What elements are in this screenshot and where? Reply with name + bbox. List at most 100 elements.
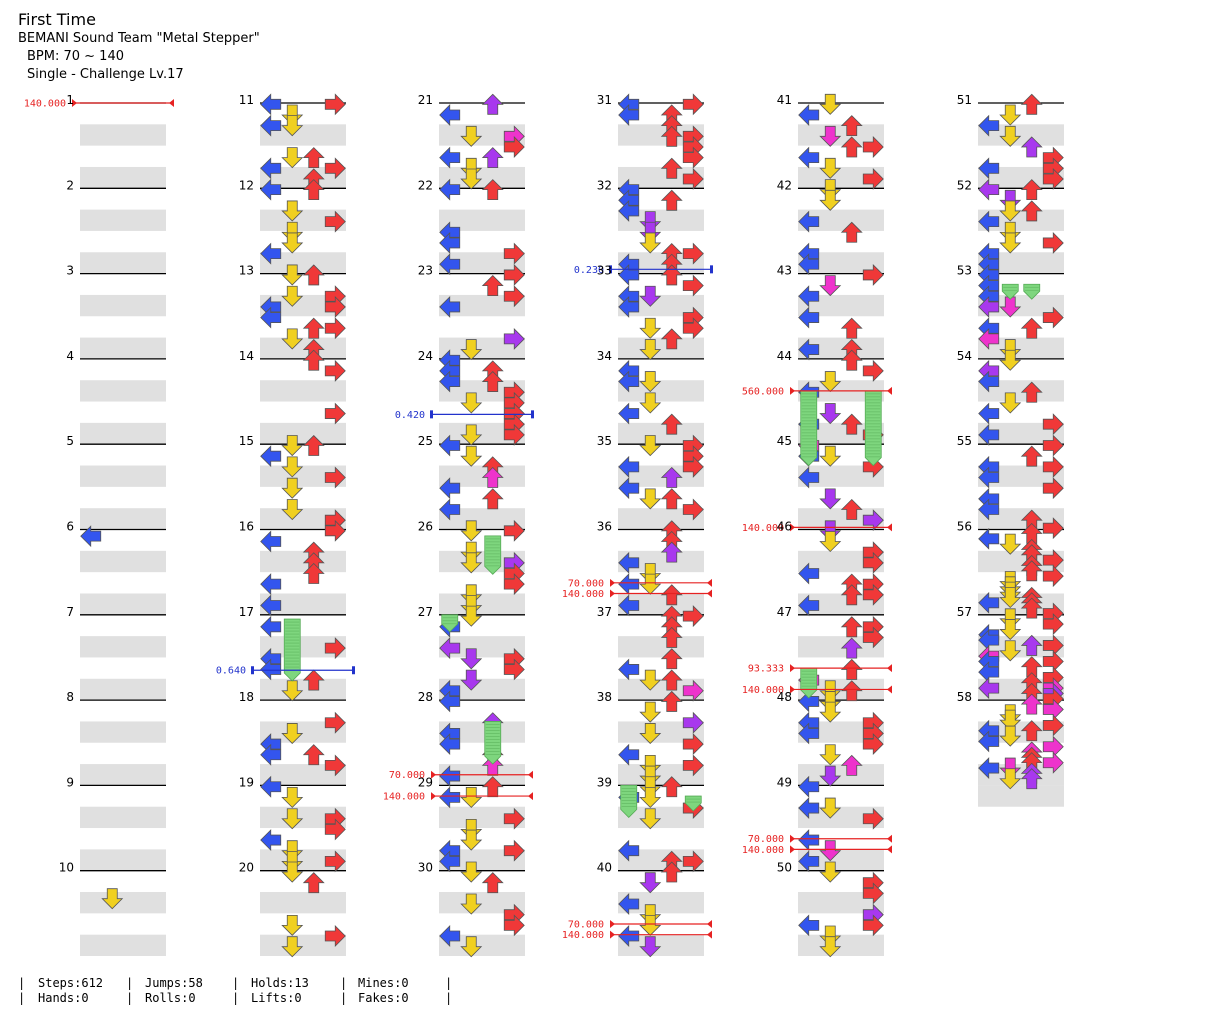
arrow-up-icon — [840, 498, 863, 520]
arrow-down-icon — [819, 701, 842, 723]
measure-lane — [618, 358, 704, 445]
hold-note — [1023, 283, 1041, 300]
measure-steps — [618, 359, 683, 435]
measure-steps — [439, 93, 525, 190]
holds-and-lifts: Holds:13 Lifts:0 — [251, 976, 309, 1006]
measure-lane — [260, 187, 346, 274]
arrow-down-icon — [460, 936, 483, 958]
arrow-left-icon — [978, 157, 1000, 180]
arrow-right-icon — [1042, 714, 1064, 737]
measure-steps — [80, 525, 102, 548]
measure-steps — [978, 178, 1064, 276]
arrow-down-icon — [999, 709, 1022, 731]
arrow-left-icon — [978, 327, 1000, 350]
bpm-range: BPM: 70 ~ 140 — [27, 49, 124, 64]
measure-steps — [260, 93, 346, 190]
arrow-down-icon — [819, 157, 842, 179]
measure-number: 28 — [418, 690, 433, 704]
arrow-up-icon — [1020, 200, 1043, 222]
measure-lane — [80, 102, 166, 189]
arrow-left-icon — [618, 370, 640, 393]
arrow-left-icon — [978, 423, 1000, 446]
measure-lane — [978, 358, 1064, 445]
arrow-up-icon — [481, 275, 504, 296]
arrow-down-icon — [819, 488, 842, 510]
measure-steps — [798, 775, 884, 873]
arrow-down-icon — [639, 573, 662, 595]
measure-number: 8 — [66, 690, 74, 704]
measure-lane — [978, 102, 1064, 189]
arrow-left-icon — [798, 253, 820, 276]
measure-lane — [618, 102, 704, 189]
arrow-right-icon — [324, 402, 346, 425]
arrow-right-icon — [1042, 413, 1064, 436]
arrow-up-icon — [840, 349, 863, 371]
stat-mines: Mines:0 — [358, 976, 409, 990]
measure-lane — [798, 102, 884, 189]
arrow-up-icon — [840, 584, 863, 606]
arrow-down-icon — [999, 104, 1022, 126]
arrow-right-icon — [1042, 434, 1064, 457]
measure-number: 33 — [597, 264, 612, 278]
arrow-left-icon — [618, 402, 640, 425]
arrow-left-icon — [798, 146, 820, 169]
measure-number: 7 — [66, 605, 74, 619]
arrow-left-icon — [978, 677, 1000, 700]
arrow-right-icon — [503, 242, 525, 265]
measure-number: 22 — [418, 178, 433, 192]
arrow-right-icon — [682, 242, 704, 265]
measure-number: 19 — [239, 775, 254, 789]
arrow-up-icon — [1020, 381, 1043, 403]
arrow-down-icon — [999, 349, 1022, 371]
hold-note — [283, 618, 301, 682]
arrow-left-icon — [618, 893, 640, 915]
measure-steps — [101, 888, 124, 910]
measure-number: 48 — [777, 690, 792, 704]
measure-steps — [978, 93, 1064, 190]
measure-steps — [618, 520, 683, 617]
measure-number: 1 — [66, 93, 74, 107]
measure-lane — [439, 614, 525, 701]
measure-lane — [80, 272, 166, 359]
arrow-right-icon — [862, 263, 884, 286]
arrow-left-icon — [798, 914, 820, 937]
arrow-left-icon — [439, 253, 461, 276]
arrow-right-icon — [503, 573, 525, 596]
arrow-left-icon — [798, 210, 820, 233]
measure-number: 47 — [777, 605, 792, 619]
arrow-down-icon — [281, 435, 304, 457]
arrow-left-icon — [439, 146, 461, 169]
bpm-value-label: 140.000 — [742, 845, 784, 856]
steps-and-hands: Steps:612 Hands:0 — [38, 976, 103, 1006]
arrow-left-icon — [618, 925, 640, 947]
arrow-left-icon — [439, 786, 461, 809]
measure-lane — [439, 102, 525, 189]
arrow-right-icon — [503, 658, 525, 681]
bpm-value-label: 140.000 — [383, 792, 425, 803]
measure-number: 23 — [418, 264, 433, 278]
arrow-left-icon — [439, 231, 461, 254]
arrow-down-icon — [460, 829, 483, 851]
arrow-up-icon — [660, 413, 683, 435]
stop-marker: 0.640 — [216, 666, 355, 677]
measure-lane — [80, 870, 166, 956]
arrow-left-icon — [439, 370, 461, 393]
arrow-left-icon — [439, 295, 461, 318]
arrow-right-icon — [682, 754, 704, 777]
stat-fakes: Fakes:0 — [358, 991, 409, 1005]
measure-lane — [798, 784, 884, 871]
arrow-left-icon — [439, 850, 461, 873]
measure-steps — [798, 179, 863, 276]
measure-number: 5 — [66, 434, 74, 448]
measure-lane — [798, 528, 884, 615]
measure-number: 27 — [418, 605, 433, 619]
arrow-left-icon — [798, 850, 820, 873]
arrow-down-icon — [999, 640, 1022, 662]
bpm-change-marker: 560.000 — [742, 386, 892, 397]
arrow-down-icon — [281, 456, 304, 478]
arrow-down-icon — [819, 275, 842, 297]
measure-lane — [978, 272, 1064, 359]
stat-holds: Holds:13 — [251, 976, 309, 990]
arrow-left-icon — [618, 551, 640, 574]
arrow-up-icon — [302, 434, 325, 456]
